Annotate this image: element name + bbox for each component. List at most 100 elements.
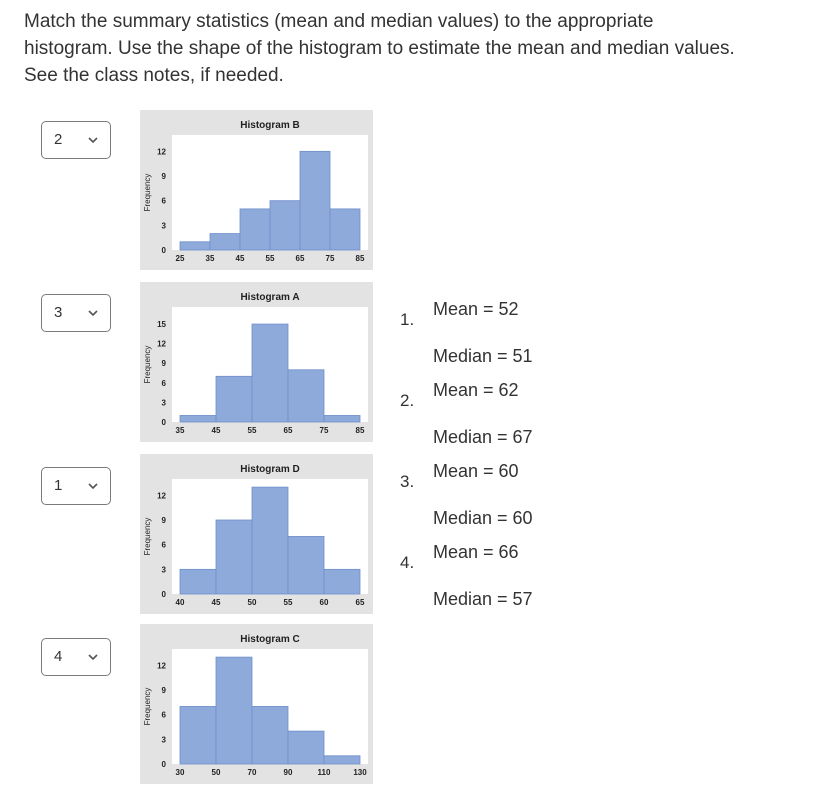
histogram-bar — [251, 706, 289, 765]
y-axis-label: Frequency — [143, 346, 152, 384]
x-tick-label: 45 — [236, 254, 245, 263]
histogram-bar — [179, 241, 211, 251]
select-value: 2 — [54, 131, 63, 148]
histogram-bar — [251, 486, 289, 595]
y-tick-label: 6 — [162, 541, 167, 550]
histogram-bar — [179, 568, 217, 595]
x-tick-label: 90 — [284, 768, 293, 777]
y-tick-label: 3 — [162, 221, 167, 230]
y-tick-label: 9 — [162, 686, 167, 695]
answer-mean: Mean = 66 — [433, 542, 519, 562]
x-tick-label: 110 — [318, 768, 331, 777]
x-tick-label: 65 — [284, 426, 293, 435]
answer-median: Median = 60 — [433, 508, 533, 528]
select-value: 1 — [54, 477, 63, 494]
chevron-down-icon — [88, 137, 98, 144]
answer-number: 1. — [400, 310, 415, 329]
y-tick-label: 9 — [162, 516, 167, 525]
y-tick-label: 9 — [162, 359, 167, 368]
y-tick-label: 12 — [157, 491, 166, 500]
histogram-bar — [239, 208, 271, 251]
x-tick-label: 75 — [326, 254, 335, 263]
match-select-histogram-c[interactable]: 4 — [41, 638, 111, 676]
x-tick-label: 50 — [248, 598, 257, 607]
y-tick-label: 15 — [157, 320, 166, 329]
chart-title: Histogram C — [240, 634, 299, 645]
histogram-c-chart: Histogram C 0 3 6 9 12 30 50 70 90 110 130 Frequency — [140, 624, 373, 784]
answer-median: Median = 51 — [433, 346, 533, 366]
histogram-b-svg: Histogram B 0 3 6 9 12 25 35 45 55 65 75 85 Frequency — [140, 110, 373, 270]
prompt-line: Match the summary statistics (mean and m… — [24, 11, 654, 32]
y-tick-label: 6 — [162, 379, 167, 388]
answer-number: 2. — [400, 391, 415, 410]
histogram-bar — [329, 208, 361, 251]
answer-median: Median = 67 — [433, 427, 533, 447]
y-tick-label: 0 — [162, 246, 167, 255]
prompt-line: See the class notes, if needed. — [24, 65, 284, 86]
histogram-bar — [287, 536, 325, 595]
y-axis-label: Frequency — [143, 174, 152, 212]
x-tick-label: 75 — [320, 426, 329, 435]
match-select-histogram-d[interactable]: 1 — [41, 467, 111, 505]
y-tick-label: 12 — [157, 661, 166, 670]
x-tick-label: 85 — [356, 426, 365, 435]
x-tick-label: 85 — [356, 254, 365, 263]
select-value: 3 — [54, 304, 63, 321]
y-tick-label: 3 — [162, 565, 167, 574]
x-tick-label: 55 — [248, 426, 257, 435]
histogram-bar — [251, 323, 289, 423]
histogram-bar — [215, 375, 253, 423]
y-tick-label: 6 — [162, 197, 167, 206]
y-tick-label: 0 — [162, 760, 167, 769]
y-tick-label: 12 — [157, 147, 166, 156]
y-tick-label: 0 — [162, 590, 167, 599]
match-select-histogram-a[interactable]: 3 — [41, 294, 111, 332]
histogram-b-chart: Histogram B 0 3 6 9 12 25 35 45 55 65 75 85 Frequency — [140, 110, 373, 270]
answer-number: 4. — [400, 553, 415, 572]
chart-title: Histogram D — [240, 464, 299, 475]
y-tick-label: 3 — [162, 735, 167, 744]
histogram-bar — [299, 150, 331, 251]
x-tick-label: 65 — [296, 254, 305, 263]
prompt-line: histogram. Use the shape of the histogra… — [24, 38, 735, 59]
select-value: 4 — [54, 648, 63, 665]
x-tick-label: 60 — [320, 598, 329, 607]
answer-mean: Mean = 52 — [433, 299, 519, 319]
x-tick-label: 70 — [248, 768, 257, 777]
x-tick-label: 55 — [266, 254, 275, 263]
histogram-bar — [215, 656, 253, 765]
chevron-down-icon — [88, 310, 98, 317]
x-tick-label: 45 — [212, 598, 221, 607]
answer-number: 3. — [400, 472, 415, 491]
match-select-histogram-b[interactable]: 2 — [41, 121, 111, 159]
answer-median: Median = 57 — [433, 589, 533, 609]
y-tick-label: 9 — [162, 172, 167, 181]
y-tick-label: 3 — [162, 398, 167, 407]
histogram-c-svg: Histogram C 0 3 6 9 12 30 50 70 90 110 130 Frequency — [140, 624, 373, 784]
x-tick-label: 45 — [212, 426, 221, 435]
y-tick-label: 12 — [157, 340, 166, 349]
x-tick-label: 130 — [353, 768, 367, 777]
histogram-bar — [323, 415, 361, 423]
histogram-bar — [209, 233, 241, 251]
histogram-d-chart: Histogram D 0 3 6 9 12 40 45 50 55 60 65 Frequency — [140, 454, 373, 614]
x-tick-label: 35 — [176, 426, 185, 435]
histogram-bar — [287, 369, 325, 423]
y-axis-label: Frequency — [143, 518, 152, 556]
histogram-d-svg: Histogram D 0 3 6 9 12 40 45 50 55 60 65 Frequency — [140, 454, 373, 614]
x-tick-label: 35 — [206, 254, 215, 263]
x-tick-label: 40 — [176, 598, 185, 607]
y-tick-label: 0 — [162, 418, 167, 427]
histogram-bar — [287, 730, 325, 765]
x-tick-label: 55 — [284, 598, 293, 607]
histogram-a-chart: Histogram A 0 3 6 9 12 15 35 45 55 65 75 85 Frequency — [140, 282, 373, 442]
answer-mean: Mean = 60 — [433, 461, 519, 481]
histogram-bar — [215, 519, 253, 595]
chevron-down-icon — [88, 483, 98, 490]
question-prompt: Match the summary statistics (mean and m… — [24, 8, 804, 89]
chart-title: Histogram A — [240, 292, 299, 303]
x-tick-label: 65 — [356, 598, 365, 607]
histogram-bar — [323, 568, 361, 595]
histogram-bar — [179, 706, 217, 765]
y-tick-label: 6 — [162, 711, 167, 720]
